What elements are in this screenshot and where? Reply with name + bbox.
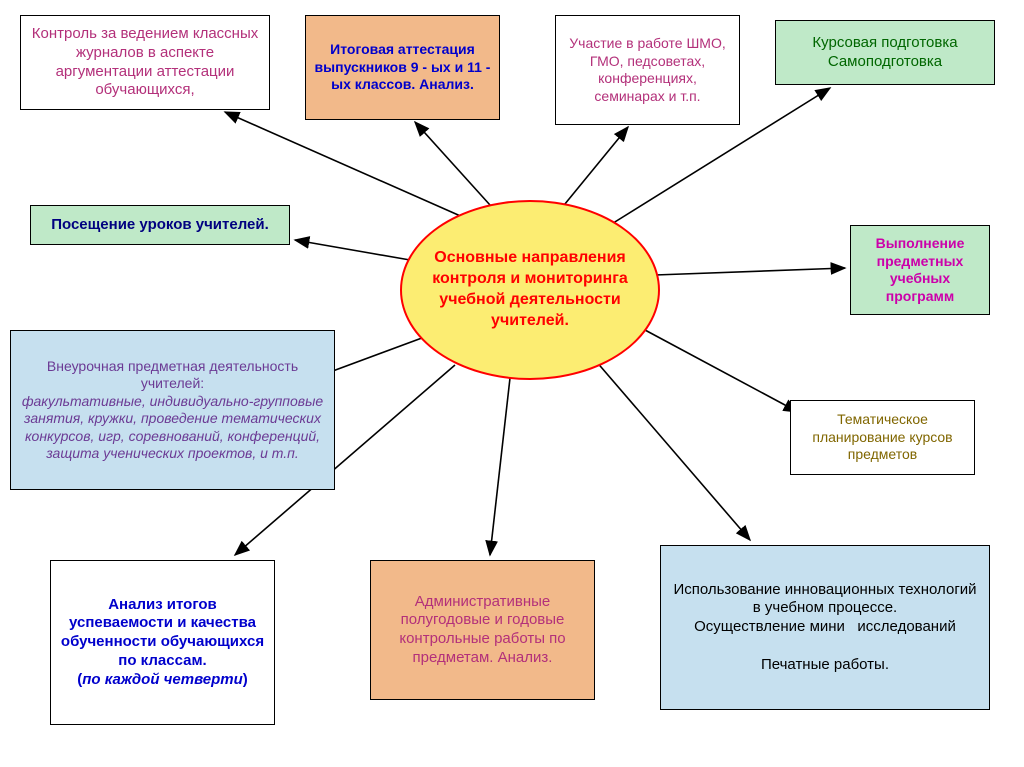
arrow <box>560 127 628 210</box>
arrow <box>225 112 465 218</box>
node-n6: Выполнение предметных учебных программ <box>850 225 990 315</box>
arrow <box>645 330 798 412</box>
center-node: Основные направления контроля и монитори… <box>400 200 660 380</box>
node-text: Внеурочная предметная деятельность учите… <box>19 358 326 463</box>
node-text: Тематическое планирование курсов предмет… <box>799 411 966 464</box>
node-text: Анализ итогов успеваемости и качества об… <box>59 596 266 690</box>
arrow <box>595 360 750 540</box>
node-n5: Посещение уроков учителей. <box>30 205 290 245</box>
arrow <box>415 122 490 205</box>
node-text: Участие в работе ШМО, ГМО, педсоветах, к… <box>564 35 731 105</box>
node-n11: Использование инновационных технологий в… <box>660 545 990 710</box>
center-text: Основные направления контроля и монитори… <box>422 248 638 331</box>
node-n7: Внеурочная предметная деятельность учите… <box>10 330 335 490</box>
node-n2: Итоговая аттестация выпускников 9 - ых и… <box>305 15 500 120</box>
node-n3: Участие в работе ШМО, ГМО, педсоветах, к… <box>555 15 740 125</box>
node-n9: Анализ итогов успеваемости и качества об… <box>50 560 275 725</box>
node-text: Курсовая подготовка Самоподготовка <box>784 34 986 72</box>
arrow <box>295 240 410 260</box>
node-text: Использование инновационных технологий в… <box>669 581 981 675</box>
node-text: Выполнение предметных учебных программ <box>859 235 981 305</box>
arrow <box>655 268 845 275</box>
node-text: Административные полугодовые и годовые к… <box>379 593 586 668</box>
node-n1: Контроль за ведением классных журналов в… <box>20 15 270 110</box>
node-n4: Курсовая подготовка Самоподготовка <box>775 20 995 85</box>
node-text: Итоговая аттестация выпускников 9 - ых и… <box>314 41 491 94</box>
node-text: Контроль за ведением классных журналов в… <box>29 25 261 100</box>
node-text: Посещение уроков учителей. <box>39 216 281 235</box>
node-n8: Тематическое планирование курсов предмет… <box>790 400 975 475</box>
node-n10: Административные полугодовые и годовые к… <box>370 560 595 700</box>
arrow <box>490 378 510 555</box>
diagram-canvas: Основные направления контроля и монитори… <box>0 0 1024 767</box>
